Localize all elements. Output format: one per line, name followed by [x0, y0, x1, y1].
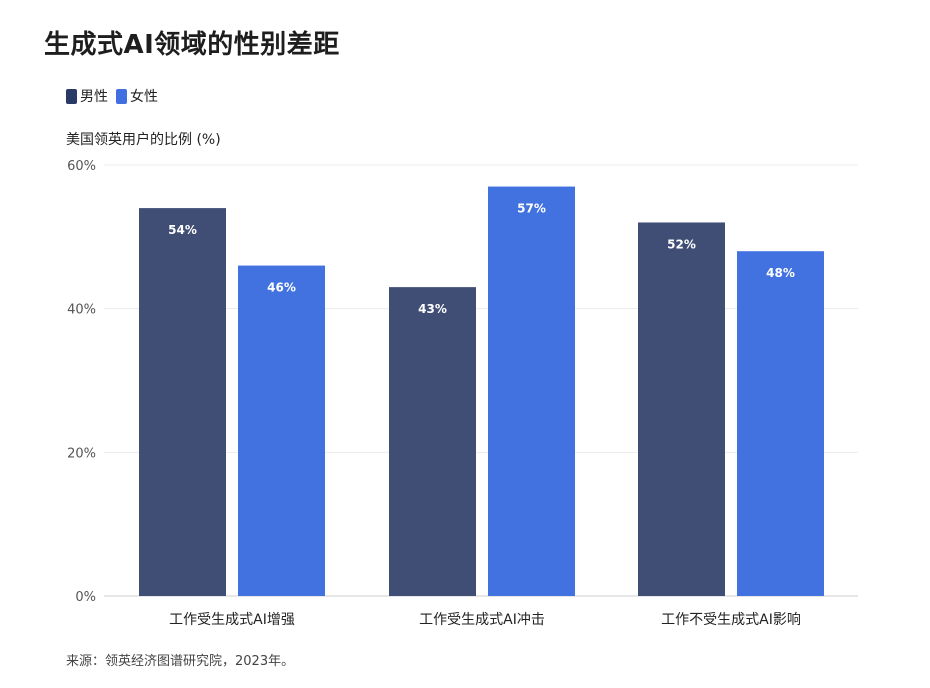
- gridlines: [104, 164, 858, 597]
- data-label: 48%: [766, 266, 795, 280]
- data-label: 46%: [267, 281, 296, 295]
- data-label: 57%: [517, 202, 546, 216]
- legend-swatch-female: [116, 88, 127, 104]
- bar[interactable]: [737, 251, 824, 596]
- bar[interactable]: [638, 222, 725, 596]
- legend-label-male: 男性: [80, 89, 108, 105]
- legend-item-female[interactable]: 女性: [116, 86, 158, 106]
- legend: 男性 女性: [66, 86, 166, 106]
- y-tick-label: 20%: [67, 446, 96, 461]
- x-category-label: 工作不受生成式AI影响: [661, 612, 801, 628]
- x-category-label: 工作受生成式AI冲击: [419, 612, 545, 628]
- y-axis-ticks: 0% 20% 40% 60%: [67, 159, 96, 605]
- x-axis-categories: 工作受生成式AI增强 工作受生成式AI冲击 工作不受生成式AI影响: [169, 612, 801, 628]
- bar[interactable]: [389, 287, 476, 596]
- y-tick-label: 0%: [75, 590, 96, 605]
- legend-swatch-male: [66, 88, 77, 104]
- data-label: 54%: [168, 223, 197, 237]
- source-note: 来源：领英经济图谱研究院，2023年。: [66, 654, 295, 669]
- bars: [139, 186, 824, 597]
- legend-label-female: 女性: [130, 89, 158, 105]
- x-category-label: 工作受生成式AI增强: [169, 612, 295, 628]
- bar[interactable]: [238, 265, 325, 596]
- y-axis-title: 美国领英用户的比例 (%): [66, 132, 221, 148]
- y-tick-label: 60%: [67, 159, 96, 174]
- chart-title: 生成式AI领域的性别差距: [44, 30, 340, 60]
- bar[interactable]: [488, 186, 575, 597]
- data-label: 52%: [667, 237, 696, 251]
- data-labels: 54% 46% 43% 57% 52% 48%: [168, 202, 795, 317]
- data-label: 43%: [418, 302, 447, 316]
- y-tick-label: 40%: [67, 303, 96, 318]
- legend-item-male[interactable]: 男性: [66, 86, 108, 106]
- bar[interactable]: [139, 208, 226, 596]
